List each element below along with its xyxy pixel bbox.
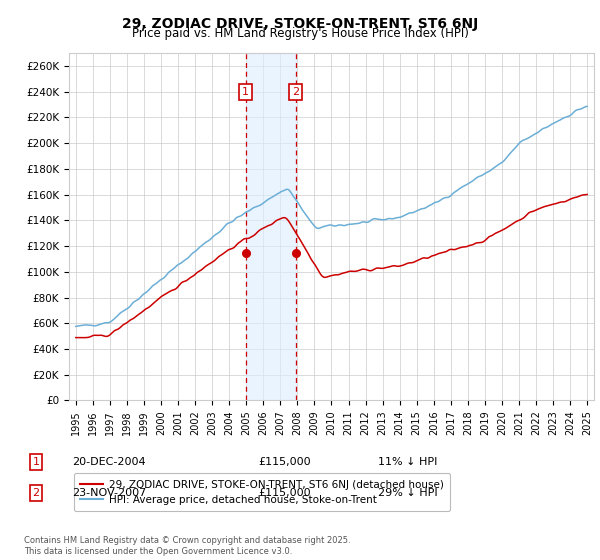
Text: £115,000: £115,000 [258,457,311,467]
Text: Price paid vs. HM Land Registry's House Price Index (HPI): Price paid vs. HM Land Registry's House … [131,27,469,40]
Bar [246,53,296,400]
Text: 1: 1 [242,87,249,97]
Legend: 29, ZODIAC DRIVE, STOKE-ON-TRENT, ST6 6NJ (detached house), HPI: Average price, : 29, ZODIAC DRIVE, STOKE-ON-TRENT, ST6 6N… [74,473,450,511]
Text: 29% ↓ HPI: 29% ↓ HPI [378,488,437,498]
Text: 2: 2 [292,87,299,97]
Text: Contains HM Land Registry data © Crown copyright and database right 2025.
This d: Contains HM Land Registry data © Crown c… [24,536,350,556]
Text: 23-NOV-2007: 23-NOV-2007 [72,488,146,498]
Text: 1: 1 [32,457,40,467]
Text: 29, ZODIAC DRIVE, STOKE-ON-TRENT, ST6 6NJ: 29, ZODIAC DRIVE, STOKE-ON-TRENT, ST6 6N… [122,17,478,31]
Text: 2: 2 [32,488,40,498]
Text: 11% ↓ HPI: 11% ↓ HPI [378,457,437,467]
Text: £115,000: £115,000 [258,488,311,498]
Text: 20-DEC-2004: 20-DEC-2004 [72,457,146,467]
